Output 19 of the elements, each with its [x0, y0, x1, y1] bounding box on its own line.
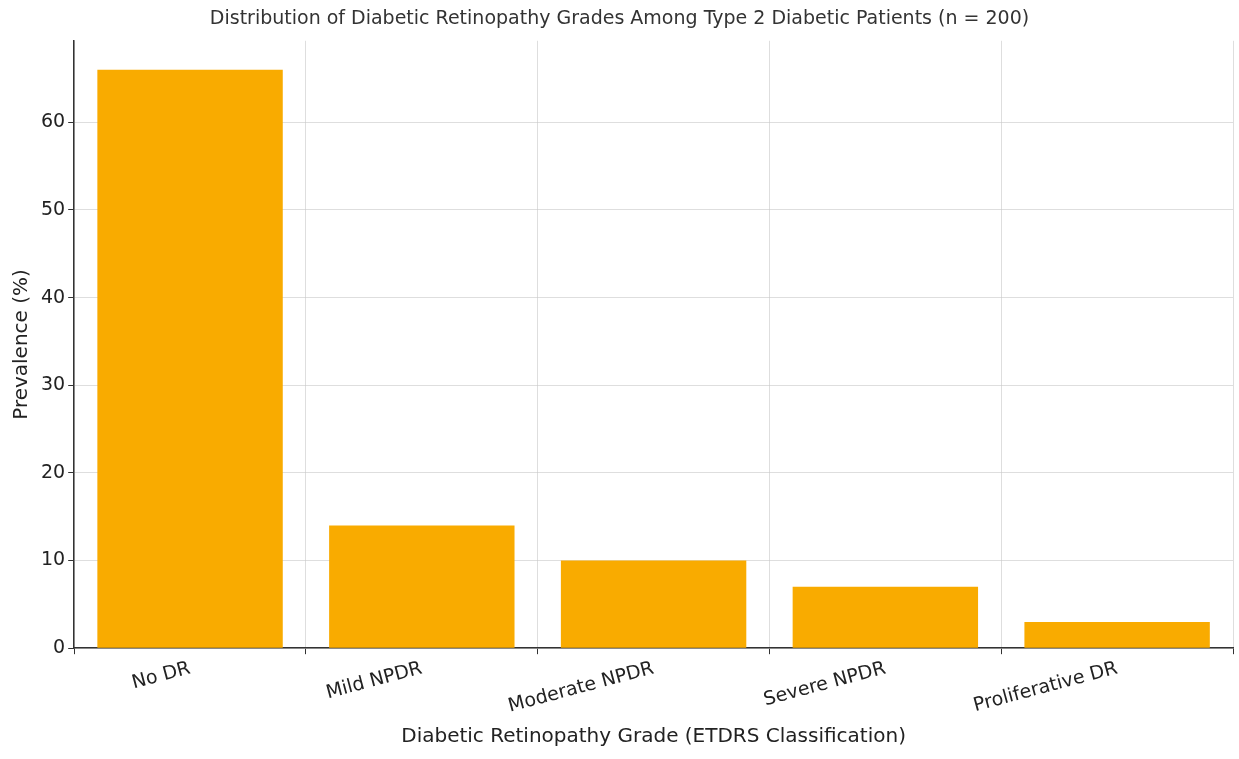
bar [792, 586, 979, 648]
bar [560, 560, 747, 648]
bar [1024, 621, 1210, 648]
x-tick-label: Mild NPDR [323, 655, 425, 703]
y-tick-label: 10 [40, 547, 66, 570]
bar [329, 525, 515, 648]
y-tick-label: 60 [40, 109, 66, 132]
x-tick-label: Moderate NPDR [505, 655, 656, 716]
y-axis-title: Prevalence (%) [8, 269, 33, 420]
x-tick-label: Severe NPDR [760, 655, 888, 710]
y-tick-label: 30 [40, 372, 66, 395]
chart-title: Distribution of Diabetic Retinopathy Grades Among Type 2 Diabetic Patients (n = 200) [209, 6, 1030, 29]
y-tick-label: 40 [40, 284, 66, 307]
x-axis-title: Diabetic Retinopathy Grade (ETDRS Classification) [401, 723, 906, 748]
y-tick-label: 20 [40, 459, 66, 482]
y-tick-label: 0 [53, 635, 66, 658]
bar [97, 69, 283, 648]
y-tick-label: 50 [40, 196, 66, 219]
x-tick-label: No DR [128, 655, 193, 693]
